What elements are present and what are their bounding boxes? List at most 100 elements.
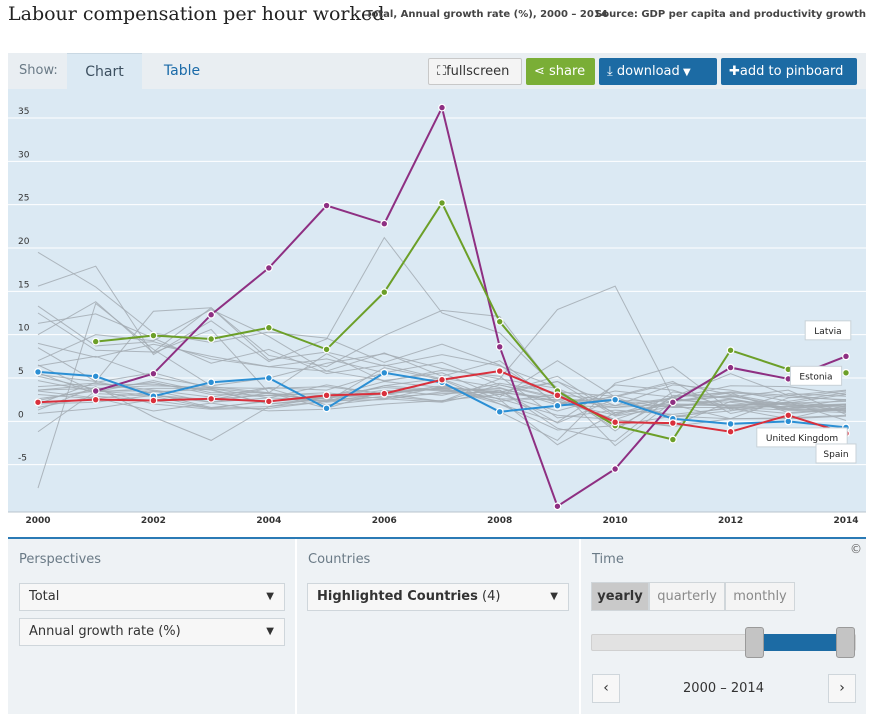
data-point-spain[interactable] [207, 394, 216, 403]
data-point-united-kingdom[interactable] [264, 374, 273, 382]
data-point-united-kingdom[interactable] [495, 407, 504, 416]
callout-box [756, 427, 848, 448]
time-monthly[interactable]: monthly [725, 582, 795, 611]
share-icon: ⋖ [534, 64, 550, 79]
line-chart: -5 0 5 10 15 20 25 30 35 2000 2002 2004 2006 2008 2010… [8, 89, 866, 537]
callout-box [789, 365, 843, 386]
tab-chart[interactable]: Chart [67, 53, 142, 89]
chart-source: Source: GDP per capita and productivity … [595, 9, 866, 20]
add-to-pinboard-button[interactable]: ✚add to pinboard [721, 58, 857, 85]
background-series-line [37, 305, 847, 419]
y-tick-label: 35 [18, 107, 29, 117]
range-start-handle[interactable] [745, 627, 764, 658]
data-point-united-kingdom[interactable] [34, 368, 42, 376]
x-tick-label: 2004 [256, 516, 281, 526]
show-label: Show: [19, 63, 58, 78]
data-point-latvia[interactable] [149, 369, 158, 378]
measure-select[interactable]: Total ▼ [19, 583, 285, 611]
data-point-latvia[interactable] [91, 387, 100, 395]
y-tick-label: 0 [18, 410, 24, 420]
time-next-button[interactable]: › [828, 674, 856, 703]
data-point-spain[interactable] [264, 397, 273, 406]
data-point-spain[interactable] [553, 391, 562, 400]
data-point-estonia[interactable] [726, 346, 735, 355]
time-label: Time [592, 552, 624, 567]
time-prev-button[interactable]: ‹ [592, 674, 620, 703]
download-icon: ⤓ [607, 64, 617, 79]
data-point-latvia[interactable] [726, 363, 735, 372]
data-point-united-kingdom[interactable] [91, 372, 100, 381]
download-button[interactable]: ⤓ download ▼ [599, 58, 717, 85]
data-point-spain[interactable] [34, 398, 42, 407]
time-quarterly[interactable]: quarterly [649, 582, 725, 611]
perspectives-panel: Perspectives Total ▼ Annual growth rate (… [8, 539, 295, 714]
data-point-united-kingdom[interactable] [207, 378, 216, 387]
fullscreen-label: fullscreen [446, 64, 510, 79]
data-point-latvia[interactable] [495, 342, 504, 351]
data-point-spain[interactable] [91, 395, 100, 404]
data-point-spain[interactable] [322, 391, 331, 400]
data-point-estonia[interactable] [438, 199, 446, 207]
panel-divider [8, 537, 866, 539]
callout-box [815, 443, 857, 464]
callout-label: Spain [823, 450, 848, 460]
fullscreen-button[interactable]: ⛶fullscreen [428, 58, 522, 85]
time-yearly[interactable]: yearly [591, 582, 649, 611]
share-button[interactable]: ⋖ share [526, 58, 595, 85]
y-tick-label: -5 [18, 454, 27, 464]
data-point-estonia[interactable] [91, 337, 100, 346]
data-point-latvia[interactable] [322, 201, 331, 210]
data-point-estonia[interactable] [149, 331, 158, 340]
range-end-handle[interactable] [836, 627, 855, 658]
chevron-left-icon: ‹ [603, 680, 609, 696]
copyright-icon: © [850, 542, 862, 556]
data-point-estonia[interactable] [842, 368, 850, 377]
data-point-estonia[interactable] [668, 435, 677, 444]
data-point-latvia[interactable] [668, 398, 677, 407]
data-point-spain[interactable] [438, 375, 446, 384]
data-point-latvia[interactable] [842, 352, 850, 361]
callout-spain: Spain [815, 443, 857, 464]
background-series-line [37, 387, 847, 433]
data-point-estonia[interactable] [322, 345, 331, 354]
chevron-right-icon: › [839, 680, 845, 696]
x-tick-label: 2010 [603, 516, 628, 526]
data-point-latvia[interactable] [380, 219, 389, 228]
data-point-spain[interactable] [149, 396, 158, 405]
background-series-line [37, 372, 847, 431]
data-point-united-kingdom[interactable] [553, 401, 562, 410]
data-point-spain[interactable] [380, 389, 389, 398]
time-range-fill [754, 634, 846, 651]
unit-select[interactable]: Annual growth rate (%) ▼ [19, 618, 285, 646]
callout-label: Estonia [799, 372, 832, 382]
data-point-latvia[interactable] [207, 310, 216, 319]
data-point-estonia[interactable] [380, 288, 389, 297]
data-point-latvia[interactable] [553, 502, 562, 511]
data-point-united-kingdom[interactable] [380, 368, 389, 377]
data-point-latvia[interactable] [611, 465, 620, 473]
data-point-united-kingdom[interactable] [322, 404, 331, 413]
data-point-latvia[interactable] [264, 264, 273, 272]
data-point-united-kingdom[interactable] [726, 420, 735, 428]
data-point-spain[interactable] [726, 427, 735, 436]
data-point-united-kingdom[interactable] [611, 395, 620, 404]
x-tick-label: 2012 [718, 516, 743, 526]
data-point-estonia[interactable] [495, 317, 504, 326]
x-tick-label: 2000 [25, 516, 50, 526]
data-point-estonia[interactable] [207, 335, 216, 343]
series-line-latvia[interactable] [95, 104, 847, 508]
data-point-spain[interactable] [784, 411, 793, 420]
chevron-down-icon: ▼ [266, 591, 274, 602]
data-point-spain[interactable] [495, 367, 504, 375]
data-point-estonia[interactable] [264, 323, 273, 332]
countries-select[interactable]: Highlighted Countries (4) ▼ [307, 583, 569, 611]
data-point-spain[interactable] [668, 419, 677, 427]
y-tick-label: 5 [18, 367, 24, 377]
series-line-estonia[interactable] [95, 200, 847, 441]
y-tick-label: 25 [18, 194, 29, 204]
data-point-spain[interactable] [611, 418, 620, 427]
chart-title: Labour compensation per hour worked [8, 3, 385, 25]
toolbar: Show: Chart Table ⛶fullscreen ⋖ share ⤓ … [8, 53, 866, 89]
data-point-latvia[interactable] [438, 103, 446, 112]
tab-table[interactable]: Table [163, 63, 201, 79]
